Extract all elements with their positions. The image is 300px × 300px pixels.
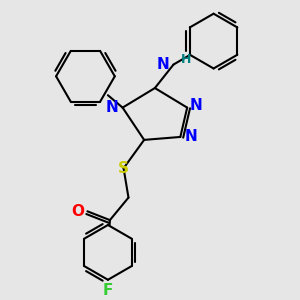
Text: N: N [189, 98, 202, 113]
Text: N: N [184, 130, 197, 145]
Text: N: N [157, 57, 169, 72]
Text: O: O [71, 204, 85, 219]
Text: S: S [118, 161, 129, 176]
Text: N: N [106, 100, 119, 115]
Text: F: F [103, 283, 113, 298]
Text: H: H [181, 53, 192, 66]
